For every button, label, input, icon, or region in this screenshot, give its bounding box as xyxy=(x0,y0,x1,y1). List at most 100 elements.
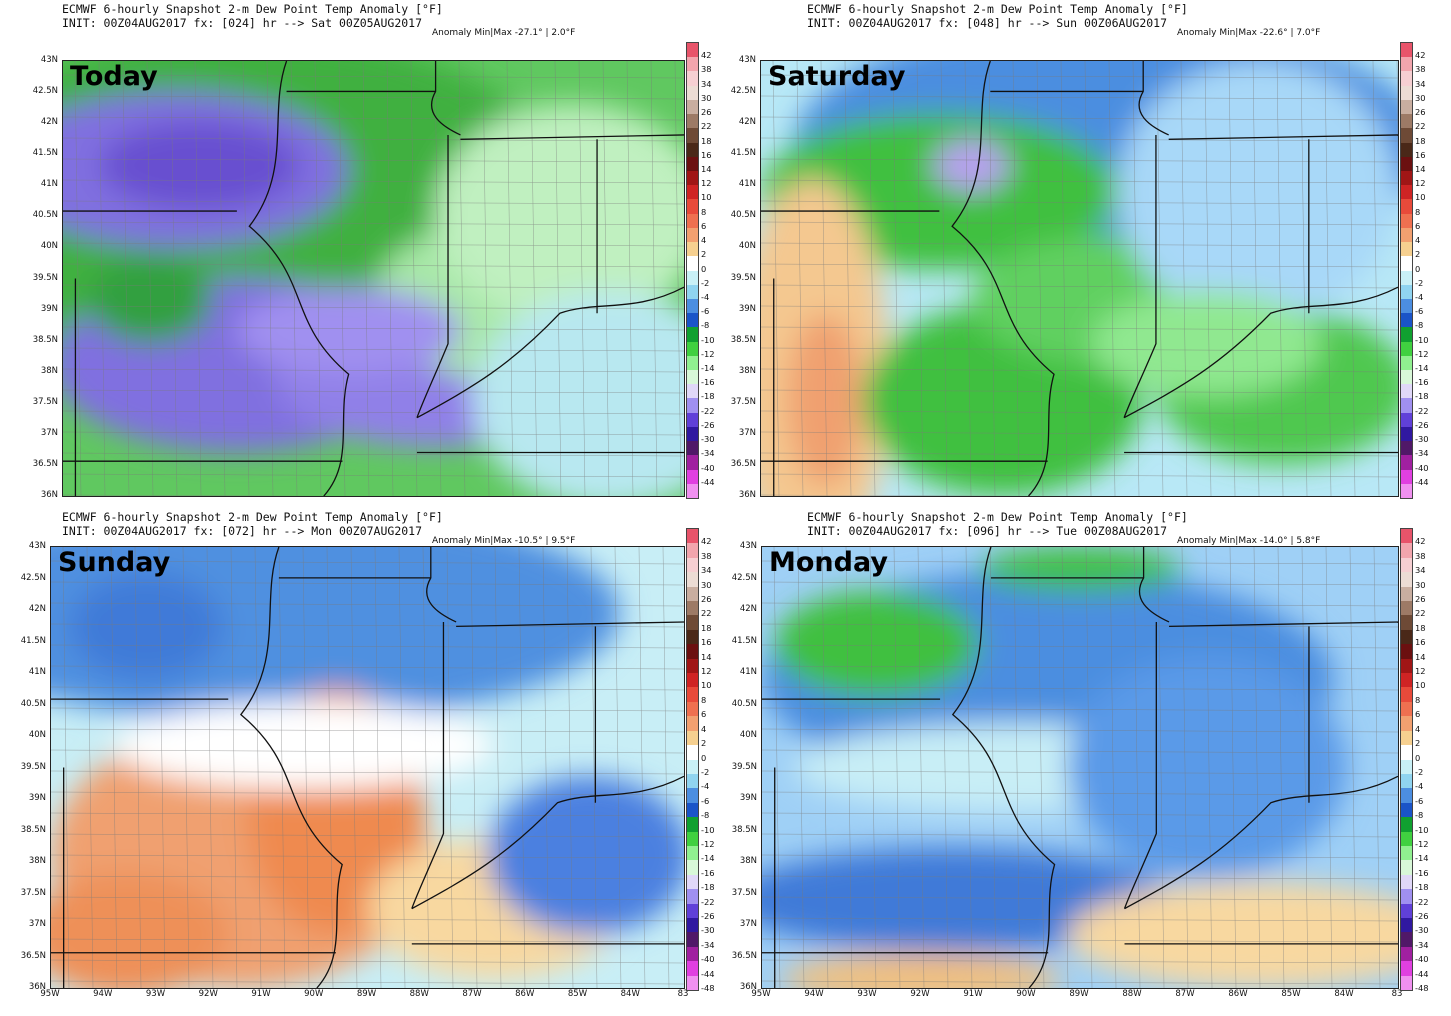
color-scale-label: 12 xyxy=(701,666,712,677)
forecast-panel-saturday: ECMWF 6-hourly Snapshot 2-m Dew Point Te… xyxy=(725,0,1450,508)
longitude-tick-label: 83 xyxy=(677,989,689,999)
color-swatch xyxy=(1401,773,1412,789)
color-swatch xyxy=(687,644,698,659)
color-swatch xyxy=(687,327,698,342)
longitude-tick-label: 84W xyxy=(620,989,640,999)
color-swatch xyxy=(687,946,698,962)
latitude-tick-label: 40.5N xyxy=(32,210,58,221)
color-scale-label: -48 xyxy=(1415,983,1429,993)
color-swatch xyxy=(1401,730,1412,746)
init-line: INIT: 00Z04AUG2017 fx: [048] hr --> Sun … xyxy=(807,16,1168,30)
latitude-tick-label: 43N xyxy=(40,55,58,65)
color-swatch xyxy=(687,284,698,299)
color-swatch xyxy=(1401,114,1412,129)
color-swatch xyxy=(687,370,698,385)
color-swatch xyxy=(687,759,698,774)
color-swatch xyxy=(1401,701,1412,717)
longitude-tick-label: 93W xyxy=(145,989,166,999)
latitude-tick-label: 39.5N xyxy=(731,761,757,772)
anomaly-region xyxy=(781,952,1061,988)
color-scale-label: -44 xyxy=(1415,968,1429,979)
latitude-tick-label: 41.5N xyxy=(32,148,58,159)
anomaly-region xyxy=(100,121,299,209)
color-swatch xyxy=(687,298,698,314)
color-scale-label: 0 xyxy=(701,263,707,274)
color-swatch xyxy=(687,845,698,861)
color-scale-label: -4 xyxy=(701,781,710,792)
color-scale-label: -14 xyxy=(1415,363,1429,374)
color-swatch xyxy=(1401,142,1412,157)
color-scale-label: -4 xyxy=(1415,291,1424,302)
color-scale-label: -4 xyxy=(701,291,710,302)
color-swatch xyxy=(1401,455,1412,470)
init-line: INIT: 00Z04AUG2017 fx: [024] hr --> Sat … xyxy=(62,16,423,30)
color-scale-label: -12 xyxy=(1415,838,1429,849)
color-swatch xyxy=(1401,128,1412,143)
color-scale-label: 4 xyxy=(701,235,707,246)
longitude-tick-label: 94W xyxy=(93,989,113,999)
color-swatch xyxy=(687,831,698,846)
color-scale-label: -30 xyxy=(701,925,715,936)
state-border xyxy=(416,286,684,419)
anomaly-region xyxy=(786,313,863,488)
color-scale-label: 10 xyxy=(1415,192,1426,203)
latitude-tick-label: 42N xyxy=(28,604,46,614)
panel-title: ECMWF 6-hourly Snapshot 2-m Dew Point Te… xyxy=(807,510,1188,524)
anomaly-region xyxy=(1067,882,1398,988)
panel-title: ECMWF 6-hourly Snapshot 2-m Dew Point Te… xyxy=(62,510,443,524)
color-swatch xyxy=(1401,256,1412,271)
state-border xyxy=(1138,547,1170,623)
color-swatch xyxy=(687,441,698,456)
color-swatch xyxy=(687,601,698,616)
anomaly-region xyxy=(1092,291,1322,396)
latitude-tick-label: 42.5N xyxy=(730,86,756,97)
longitude-tick-label: 90W xyxy=(1016,989,1036,999)
color-scale-label: -8 xyxy=(1415,810,1424,821)
latitude-tick-label: 39.5N xyxy=(32,272,58,283)
latitude-tick-label: 42N xyxy=(739,604,757,614)
latitude-tick-label: 38N xyxy=(739,856,757,866)
color-scale-label: -40 xyxy=(701,954,715,965)
anomaly-min-max: Anomaly Min|Max -14.0° | 5.8°F xyxy=(1177,536,1321,546)
color-scale-label: 4 xyxy=(701,723,707,734)
longitude-tick-label: 92W xyxy=(910,989,930,999)
color-scale-label: 0 xyxy=(1415,263,1421,274)
latitude-tick-label: 43N xyxy=(28,541,46,551)
latitude-tick-label: 37.5N xyxy=(32,396,58,407)
latitude-tick-label: 38.5N xyxy=(20,824,46,835)
color-scale-label: 30 xyxy=(701,579,712,590)
color-scale-label: 42 xyxy=(1415,536,1426,547)
color-scale-label: 30 xyxy=(1415,92,1426,103)
color-swatch xyxy=(1401,242,1412,257)
color-swatch xyxy=(687,185,698,200)
day-label: Monday xyxy=(769,547,888,578)
county-lines xyxy=(51,547,684,988)
day-label: Sunday xyxy=(58,547,171,578)
state-border xyxy=(240,547,343,988)
anomaly-region xyxy=(69,573,222,680)
color-scale-label: -2 xyxy=(1415,766,1424,777)
color-scale-label: 42 xyxy=(1415,50,1426,61)
anomaly-region xyxy=(774,591,979,697)
color-swatch xyxy=(687,586,698,602)
color-swatch xyxy=(1401,313,1412,328)
color-swatch xyxy=(1401,874,1412,890)
color-swatch xyxy=(1401,213,1412,228)
color-scale-label: -18 xyxy=(1415,391,1429,402)
color-scale-label: 6 xyxy=(701,709,707,720)
color-swatch xyxy=(687,615,698,630)
color-swatch xyxy=(1401,629,1412,645)
panel-title: ECMWF 6-hourly Snapshot 2-m Dew Point Te… xyxy=(807,2,1188,16)
color-swatch xyxy=(1401,975,1412,990)
dew-point-anomaly-map xyxy=(760,60,1399,497)
color-scale-label: 18 xyxy=(701,135,712,146)
color-swatch xyxy=(1401,644,1412,659)
color-scale-label: -2 xyxy=(1415,277,1424,288)
color-swatch xyxy=(687,242,698,257)
color-scale-bar xyxy=(1400,42,1413,499)
color-swatch xyxy=(687,788,698,803)
color-swatch xyxy=(1401,716,1412,731)
latitude-tick-label: 41.5N xyxy=(20,635,46,646)
color-scale-label: -6 xyxy=(1415,306,1424,317)
color-scale-label: 6 xyxy=(1415,709,1421,720)
